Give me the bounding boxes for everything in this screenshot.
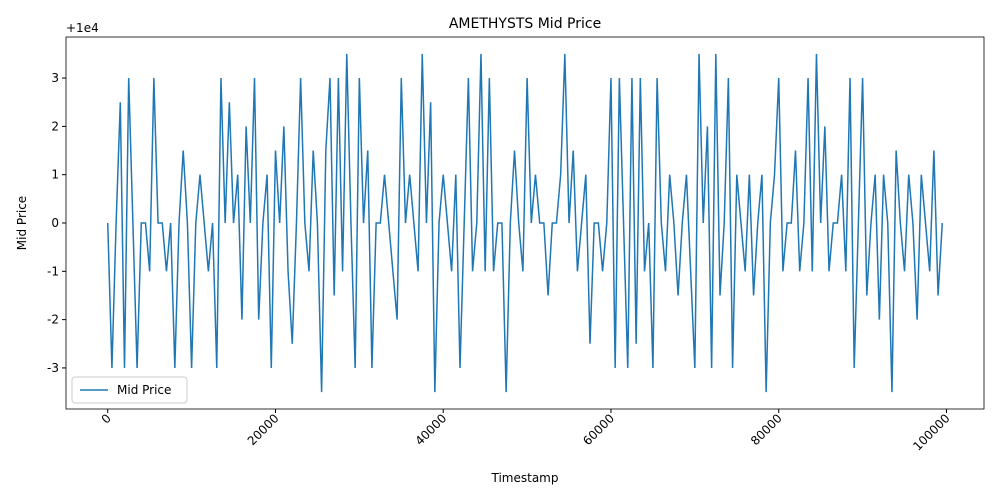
- plot-frame: [65, 36, 985, 410]
- line: [106, 53, 944, 393]
- y-tick-label: -1: [47, 264, 59, 278]
- x-tick-label: 0: [99, 411, 114, 426]
- y-tick-label: 3: [51, 71, 59, 85]
- x-tick-label: 60000: [580, 411, 617, 448]
- x-axis-label: Timestamp: [491, 471, 559, 485]
- y-tick-label: -2: [47, 313, 59, 327]
- y-offset-text: +1e4: [66, 21, 99, 35]
- y-tick-label: -3: [47, 361, 59, 375]
- y-axis-label: Mid Price: [15, 196, 29, 250]
- legend-box: [71, 376, 188, 404]
- y-tick-label: 2: [51, 119, 59, 133]
- x-tick-label: 100000: [910, 411, 952, 453]
- y-tick-label: 1: [51, 168, 59, 182]
- legend-label: Mid Price: [117, 383, 171, 397]
- chart-title: AMETHYSTS Mid Price: [449, 16, 601, 32]
- x-tick-label: 40000: [412, 411, 449, 448]
- legend: Mid Price: [71, 376, 188, 404]
- y-tick-label: 0: [51, 216, 59, 230]
- x-tick-label: 20000: [245, 411, 282, 448]
- x-tick-label: 80000: [748, 411, 785, 448]
